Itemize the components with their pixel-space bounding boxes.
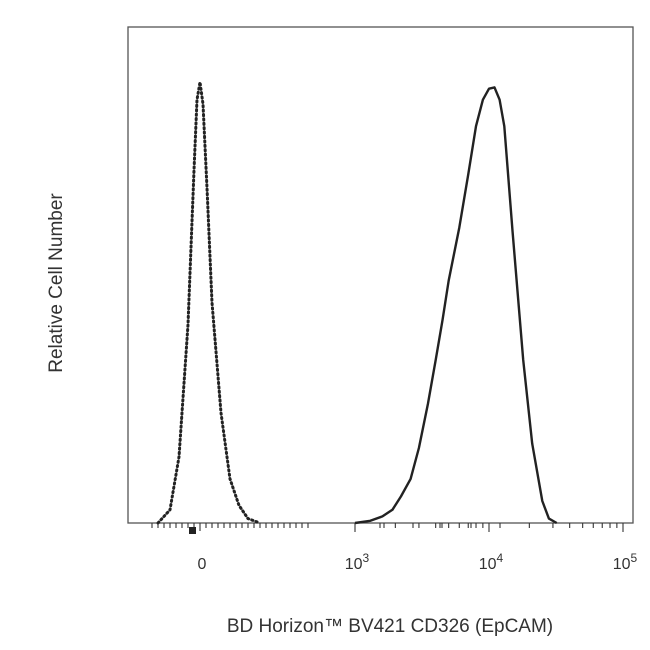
series-line-solid — [354, 86, 558, 525]
plot-frame — [127, 26, 634, 524]
x-axis-tick-labels: 0 103 104 105 — [198, 551, 638, 573]
x-tick-label: 0 — [198, 556, 207, 573]
series-layer — [156, 80, 558, 534]
x-axis-ticks — [151, 523, 624, 532]
x-tick-label: 105 — [613, 551, 638, 573]
y-axis-label: Relative Cell Number — [46, 193, 67, 373]
zero-marker — [189, 527, 196, 534]
x-tick-label: 104 — [479, 551, 504, 573]
x-axis-label: BD Horizon™ BV421 CD326 (EpCAM) — [227, 616, 553, 637]
x-tick-label: 103 — [345, 551, 370, 573]
series-line-dotted — [156, 80, 262, 525]
